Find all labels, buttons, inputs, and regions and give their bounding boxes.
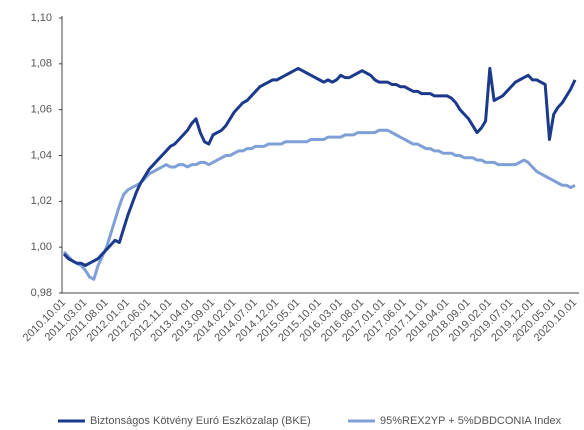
- legend-label: 95%REX2YP + 5%DBDCONIA Index: [380, 415, 562, 427]
- y-tick-label: 1,04: [31, 149, 52, 161]
- y-tick-label: 0,98: [31, 287, 52, 299]
- y-tick-label: 1,06: [31, 104, 52, 116]
- y-tick-label: 1,00: [31, 241, 52, 253]
- legend-label: Biztonságos Kötvény Euró Eszközalap (BKE…: [90, 415, 311, 427]
- series-line: [62, 128, 576, 281]
- y-tick-label: 1,02: [31, 195, 52, 207]
- y-tick-label: 1,10: [31, 12, 52, 24]
- y-tick-label: 1,08: [31, 58, 52, 70]
- series-line: [62, 66, 577, 267]
